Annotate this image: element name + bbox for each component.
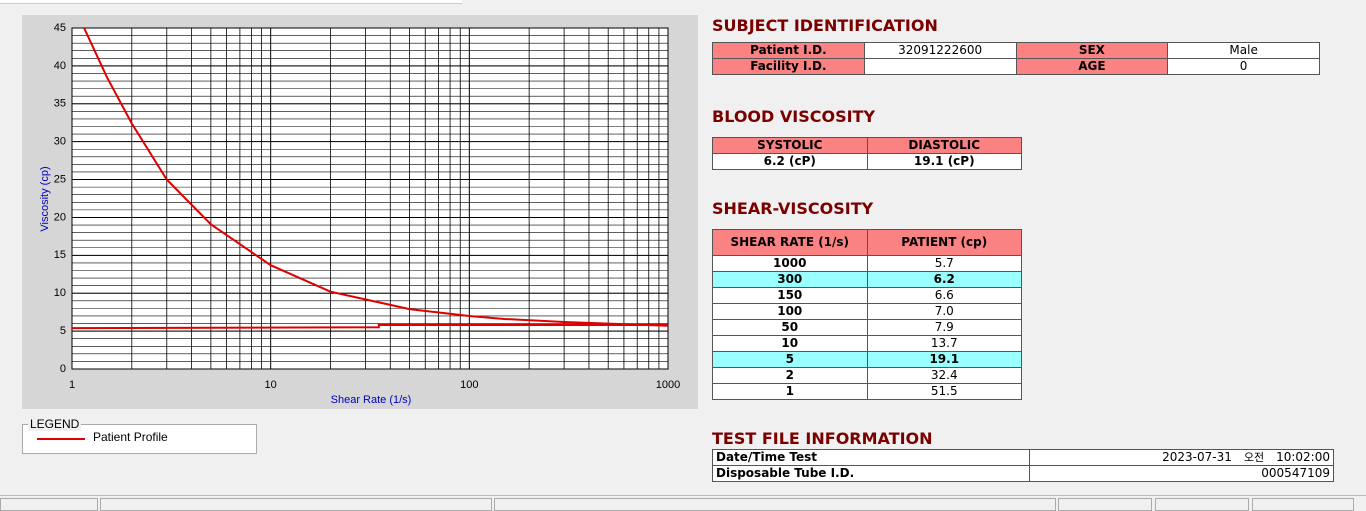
test-file-table: Date/Time Test 2023-07-31 오전 10:02:00 Dispos… (712, 449, 1334, 482)
blood-table: SYSTOLIC DIASTOLIC 6.2 (cP) 19.1 (cP) (712, 137, 1022, 170)
table-cell: 1000 (712, 255, 868, 272)
table-cell: Facility I.D. (712, 58, 865, 75)
table-cell: 19.1 (cP) (866, 153, 1022, 170)
legend-entry: Patient Profile (93, 430, 168, 444)
table-row: Facility I.D. AGE 0 (712, 58, 1320, 75)
table-cell: 1 (712, 383, 868, 400)
plot-area (72, 28, 668, 369)
shear-table: SHEAR RATE (1/s) PATIENT (cp) 1000 5.7 300 6.… (712, 229, 1022, 400)
table-cell: 7.9 (866, 319, 1022, 336)
table-cell: 13.7 (866, 335, 1022, 352)
legend-title: LEGEND (28, 417, 82, 431)
table-cell: 51.5 (866, 383, 1022, 400)
section-title: TEST FILE INFORMATION (712, 429, 933, 448)
table-row: 1 51.5 (712, 383, 1022, 400)
table-cell: 300 (712, 271, 868, 288)
table-cell: PATIENT (cp) (866, 229, 1022, 256)
y-tick-label: 45 (54, 22, 66, 34)
status-cell (494, 498, 1056, 511)
table-cell: 7.0 (866, 303, 1022, 320)
y-tick-label: 40 (54, 60, 66, 72)
section-title: BLOOD VISCOSITY (712, 107, 876, 126)
table-cell (863, 58, 1017, 75)
status-cell (100, 498, 492, 511)
y-tick-label: 20 (54, 211, 66, 223)
y-tick-label: 5 (60, 325, 66, 337)
cell-text: 000547109 (1261, 466, 1330, 480)
table-cell: SYSTOLIC (712, 137, 868, 154)
x-tick-label: 1 (69, 379, 75, 391)
table-cell: 000547109 (1029, 465, 1334, 482)
table-cell: 6.2 (cP) (712, 153, 868, 170)
table-row: 1000 5.7 (712, 255, 1022, 272)
legend-swatch (37, 438, 85, 440)
table-cell: 50 (712, 319, 868, 336)
table-cell: 2023-07-31 오전 10:02:00 (1029, 449, 1334, 466)
subject-table: Patient I.D. 32091222600 SEX Male Facility I… (712, 42, 1320, 75)
table-row: SYSTOLIC DIASTOLIC (712, 137, 1022, 154)
table-row: Patient I.D. 32091222600 SEX Male (712, 42, 1320, 59)
series-line (83, 28, 668, 327)
table-cell: 100 (712, 303, 868, 320)
table-cell: 19.1 (866, 351, 1022, 368)
cell-text: 오전 (1243, 451, 1265, 464)
table-cell: 32.4 (866, 367, 1022, 384)
y-tick-label: 35 (54, 98, 66, 110)
table-cell: 10 (712, 335, 868, 352)
series-line (72, 324, 668, 330)
table-row: Date/Time Test 2023-07-31 오전 10:02:00 (712, 449, 1334, 466)
y-tick-label: 25 (54, 173, 66, 185)
table-row: 50 7.9 (712, 319, 1022, 336)
table-cell: 32091222600 (863, 42, 1017, 59)
table-row: 300 6.2 (712, 271, 1022, 288)
legend: LEGEND Patient Profile (22, 417, 257, 454)
y-axis-label: Viscosity (cp) (39, 166, 51, 231)
cell-text: 2023-07-31 (1162, 450, 1232, 464)
y-tick-label: 10 (54, 287, 66, 299)
status-cell (1058, 498, 1152, 511)
top-strip (0, 0, 462, 4)
status-cell (1252, 498, 1354, 511)
y-tick-label: 15 (54, 249, 66, 261)
plot-border (71, 27, 669, 370)
x-tick-label: 10 (265, 379, 277, 391)
table-cell: AGE (1015, 58, 1169, 75)
table-row: SHEAR RATE (1/s) PATIENT (cp) (712, 229, 1022, 256)
table-cell: Date/Time Test (712, 449, 1030, 466)
table-cell: 6.2 (866, 271, 1022, 288)
table-row: 6.2 (cP) 19.1 (cP) (712, 153, 1022, 170)
table-cell: 0 (1167, 58, 1320, 75)
table-cell: Disposable Tube I.D. (712, 465, 1030, 482)
table-row: 10 13.7 (712, 335, 1022, 352)
chart: Shear Rate (1/s) Viscosity (cp) 0 5 10 15 20… (39, 22, 680, 406)
x-tick-label: 1000 (656, 379, 680, 391)
table-cell: SHEAR RATE (1/s) (712, 229, 868, 256)
table-cell: 5.7 (866, 255, 1022, 272)
cell-text: 10:02:00 (1276, 450, 1330, 464)
table-cell: 150 (712, 287, 868, 304)
table-cell: DIASTOLIC (866, 137, 1022, 154)
table-cell: 2 (712, 367, 868, 384)
x-tick-label: 100 (460, 379, 478, 391)
table-row: 2 32.4 (712, 367, 1022, 384)
table-row: 150 6.6 (712, 287, 1022, 304)
section-title: SUBJECT IDENTIFICATION (712, 16, 938, 35)
status-cell (0, 498, 98, 511)
table-row: Disposable Tube I.D. 000547109 (712, 465, 1334, 482)
y-tick-label: 30 (54, 136, 66, 148)
table-cell: 6.6 (866, 287, 1022, 304)
status-bar (0, 495, 1366, 511)
section-title: SHEAR-VISCOSITY (712, 199, 874, 218)
table-cell: Male (1167, 42, 1320, 59)
y-tick-label: 0 (60, 363, 66, 375)
x-axis-label: Shear Rate (1/s) (331, 394, 412, 406)
table-cell: Patient I.D. (712, 42, 865, 59)
table-cell: SEX (1015, 42, 1169, 59)
table-row: 5 19.1 (712, 351, 1022, 368)
status-cell (1155, 498, 1249, 511)
table-row: 100 7.0 (712, 303, 1022, 320)
table-cell: 5 (712, 351, 868, 368)
